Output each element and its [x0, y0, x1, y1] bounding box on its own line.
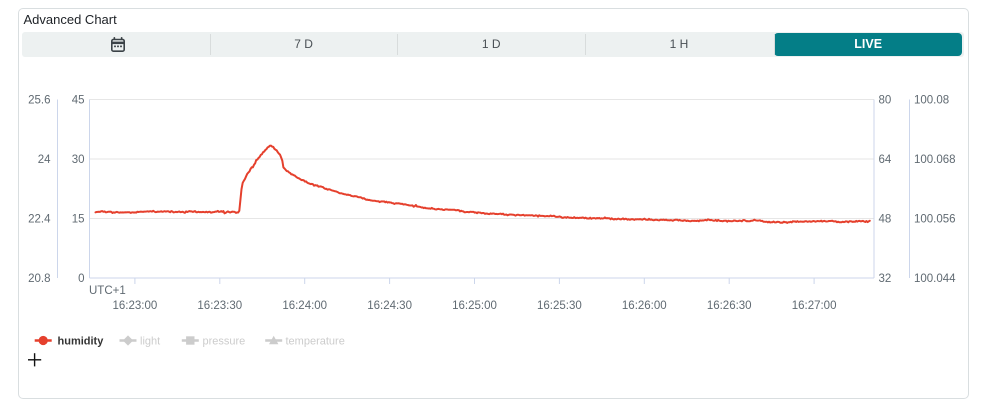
- svg-text:64: 64: [879, 154, 892, 166]
- svg-text:20.8: 20.8: [28, 273, 50, 285]
- svg-text:16:25:00: 16:25:00: [452, 300, 497, 312]
- svg-text:light: light: [140, 336, 160, 348]
- svg-text:100.08: 100.08: [914, 95, 949, 107]
- svg-text:100.044: 100.044: [914, 273, 956, 285]
- svg-text:16:26:00: 16:26:00: [622, 300, 667, 312]
- svg-text:100.068: 100.068: [914, 154, 956, 166]
- svg-text:humidity: humidity: [58, 336, 105, 348]
- svg-text:16:24:00: 16:24:00: [282, 300, 327, 312]
- svg-text:15: 15: [72, 214, 85, 226]
- svg-text:0: 0: [78, 273, 84, 285]
- svg-text:30: 30: [72, 154, 85, 166]
- svg-text:temperature: temperature: [286, 336, 345, 348]
- svg-text:22.4: 22.4: [28, 214, 51, 226]
- svg-text:16:25:30: 16:25:30: [537, 300, 582, 312]
- svg-text:45: 45: [72, 95, 85, 107]
- svg-text:16:24:30: 16:24:30: [367, 300, 412, 312]
- svg-text:pressure: pressure: [203, 336, 246, 348]
- svg-text:24: 24: [38, 154, 51, 166]
- svg-text:16:23:00: 16:23:00: [113, 300, 158, 312]
- svg-text:80: 80: [879, 95, 892, 107]
- svg-text:48: 48: [879, 214, 892, 226]
- svg-text:UTC+1: UTC+1: [89, 285, 126, 297]
- svg-text:16:26:30: 16:26:30: [707, 300, 752, 312]
- svg-text:100.056: 100.056: [914, 214, 956, 226]
- svg-text:32: 32: [879, 273, 892, 285]
- svg-text:25.6: 25.6: [28, 95, 50, 107]
- svg-text:16:27:00: 16:27:00: [792, 300, 837, 312]
- svg-text:16:23:30: 16:23:30: [197, 300, 242, 312]
